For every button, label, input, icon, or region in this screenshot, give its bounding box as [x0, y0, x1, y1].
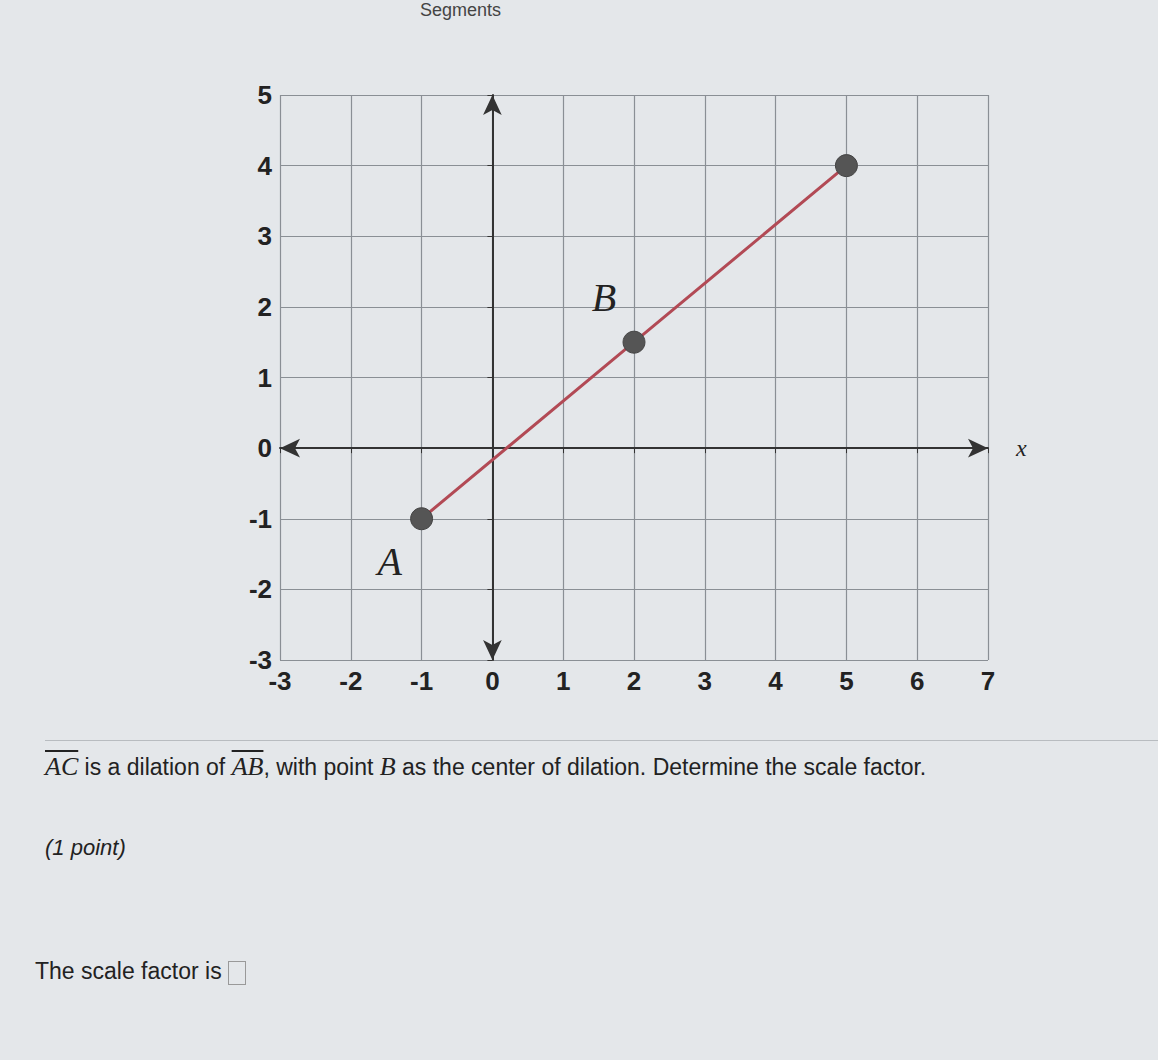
svg-text:-1: -1 — [249, 504, 272, 534]
svg-text:4: 4 — [768, 666, 783, 696]
svg-text:7: 7 — [981, 666, 995, 696]
svg-text:1: 1 — [556, 666, 570, 696]
svg-text:-3: -3 — [248, 645, 272, 675]
svg-text:-1: -1 — [410, 666, 433, 696]
svg-text:3: 3 — [258, 221, 272, 251]
html-text:Segments: Segments — [420, 0, 501, 20]
svg-text:1: 1 — [258, 363, 272, 393]
svg-text:3: 3 — [698, 666, 712, 696]
svg-text:-2: -2 — [339, 666, 362, 696]
svg-text:2: 2 — [627, 666, 641, 696]
svg-text:0: 0 — [485, 666, 499, 696]
svg-text:A: A — [374, 539, 402, 584]
html-text:The scale factor is: The scale factor is — [35, 958, 222, 984]
svg-text:-2: -2 — [249, 574, 272, 604]
svg-text:4: 4 — [258, 151, 273, 181]
svg-text:x: x — [1015, 435, 1027, 461]
html-text:AC is a dilation of AB, with p: AC is a dilation of AB, with point B as … — [45, 752, 927, 781]
html-text:(1 point): (1 point) — [45, 835, 126, 860]
svg-text:2: 2 — [258, 292, 272, 322]
svg-text:0: 0 — [258, 433, 272, 463]
svg-text:6: 6 — [910, 666, 924, 696]
svg-text:B: B — [592, 275, 616, 320]
svg-text:5: 5 — [839, 666, 853, 696]
svg-text:5: 5 — [258, 80, 272, 110]
svg-text:-3: -3 — [268, 666, 291, 696]
